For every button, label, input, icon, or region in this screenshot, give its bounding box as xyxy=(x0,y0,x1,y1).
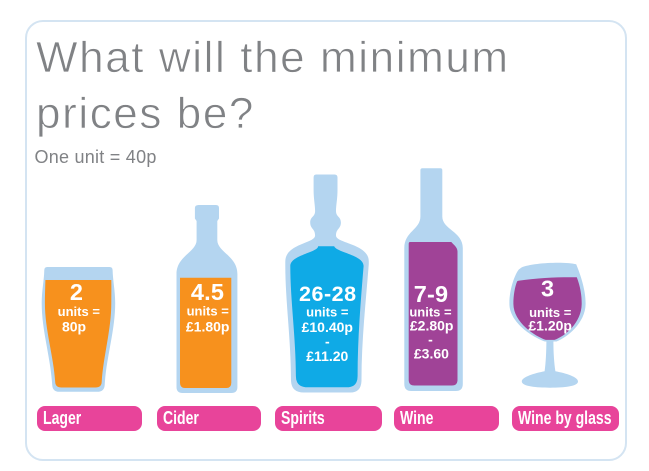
svg-text:units =: units = xyxy=(529,305,572,320)
svg-text:units =: units = xyxy=(306,304,349,319)
svg-text:£3.60: £3.60 xyxy=(414,345,449,361)
svg-text:£10.40p: £10.40p xyxy=(302,319,353,335)
svg-text:£1.20p: £1.20p xyxy=(528,317,572,333)
svg-text:units =: units = xyxy=(409,304,452,319)
svg-text:2: 2 xyxy=(70,279,83,305)
svg-text:-: - xyxy=(325,334,330,350)
svg-text:3: 3 xyxy=(541,276,554,302)
svg-text:26-28: 26-28 xyxy=(299,282,357,306)
svg-text:4.5: 4.5 xyxy=(191,279,224,305)
svg-text:£2.80p: £2.80p xyxy=(410,318,454,334)
svg-text:units =: units = xyxy=(58,304,101,319)
svg-text:£11.20: £11.20 xyxy=(306,348,348,364)
svg-text:80p: 80p xyxy=(62,319,86,335)
svg-text:-: - xyxy=(428,332,433,348)
svg-text:7-9: 7-9 xyxy=(414,281,449,307)
svg-text:£1.80p: £1.80p xyxy=(186,319,230,335)
svg-text:units =: units = xyxy=(187,304,230,319)
